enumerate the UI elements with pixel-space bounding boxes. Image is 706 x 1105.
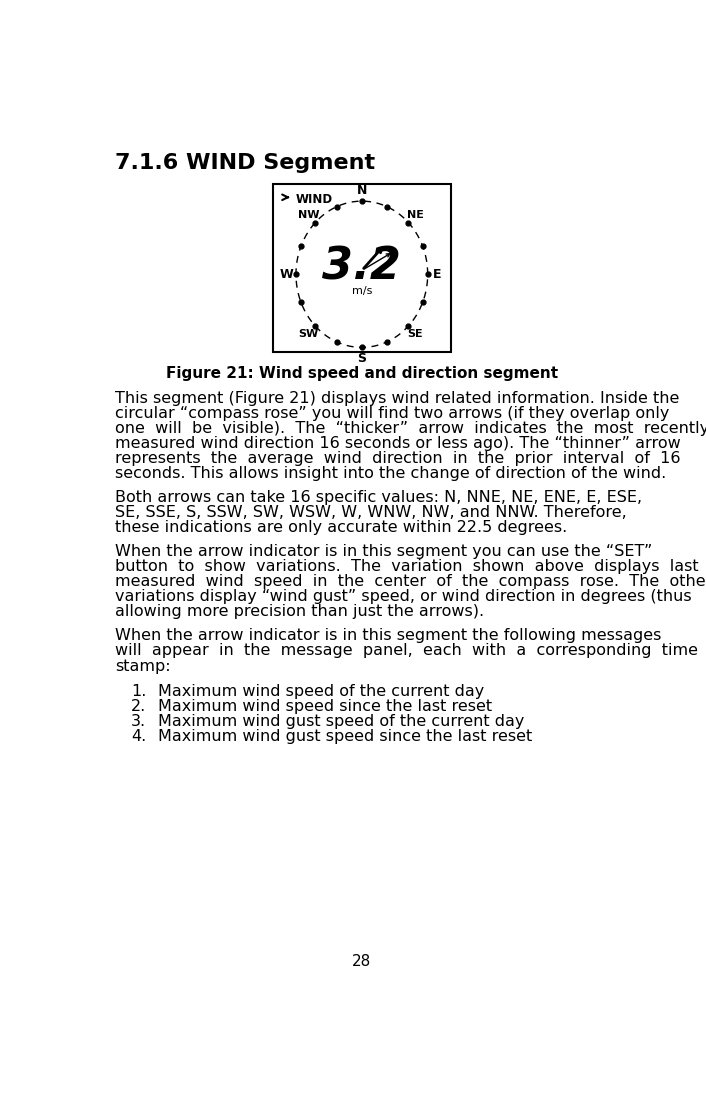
Text: SW: SW — [299, 328, 319, 338]
Text: 7.1.6 WIND Segment: 7.1.6 WIND Segment — [115, 154, 376, 173]
Bar — [273, 185, 451, 352]
Text: SE: SE — [407, 328, 423, 338]
Text: W: W — [280, 267, 294, 281]
Text: circular “compass rose” you will find two arrows (if they overlap only: circular “compass rose” you will find tw… — [115, 406, 670, 421]
Text: seconds. This allows insight into the change of direction of the wind.: seconds. This allows insight into the ch… — [115, 465, 666, 481]
Text: Maximum wind gust speed of the current day: Maximum wind gust speed of the current d… — [158, 714, 525, 729]
Text: NW: NW — [298, 210, 319, 220]
Text: This segment (Figure 21) displays wind related information. Inside the: This segment (Figure 21) displays wind r… — [115, 390, 680, 406]
Text: 3.2: 3.2 — [323, 245, 401, 288]
Text: 2.: 2. — [131, 699, 146, 714]
Text: When the arrow indicator is in this segment you can use the “SET”: When the arrow indicator is in this segm… — [115, 544, 653, 559]
Text: N: N — [357, 183, 367, 197]
Text: m/s: m/s — [352, 286, 372, 296]
Text: one  will  be  visible).  The  “thicker”  arrow  indicates  the  most  recently: one will be visible). The “thicker” arro… — [115, 421, 706, 435]
Text: stamp:: stamp: — [115, 659, 171, 674]
Text: SE, SSE, S, SSW, SW, WSW, W, WNW, NW, and NNW. Therefore,: SE, SSE, S, SSW, SW, WSW, W, WNW, NW, an… — [115, 505, 627, 519]
Text: represents  the  average  wind  direction  in  the  prior  interval  of  16: represents the average wind direction in… — [115, 451, 681, 465]
Text: Figure 21: Wind speed and direction segment: Figure 21: Wind speed and direction segm… — [166, 366, 558, 381]
Text: Maximum wind speed of the current day: Maximum wind speed of the current day — [158, 684, 484, 699]
Text: Maximum wind gust speed since the last reset: Maximum wind gust speed since the last r… — [158, 729, 532, 745]
Text: NE: NE — [407, 210, 424, 220]
Text: WIND: WIND — [295, 193, 333, 207]
Text: E: E — [433, 267, 441, 281]
Text: Both arrows can take 16 specific values: N, NNE, NE, ENE, E, ESE,: Both arrows can take 16 specific values:… — [115, 490, 642, 505]
Text: measured  wind  speed  in  the  center  of  the  compass  rose.  The  other: measured wind speed in the center of the… — [115, 575, 706, 589]
Text: 4.: 4. — [131, 729, 146, 745]
Text: will  appear  in  the  message  panel,  each  with  a  corresponding  time: will appear in the message panel, each w… — [115, 643, 698, 659]
Text: these indications are only accurate within 22.5 degrees.: these indications are only accurate with… — [115, 520, 568, 535]
Text: measured wind direction 16 seconds or less ago). The “thinner” arrow: measured wind direction 16 seconds or le… — [115, 435, 681, 451]
Text: When the arrow indicator is in this segment the following messages: When the arrow indicator is in this segm… — [115, 629, 662, 643]
Text: S: S — [357, 351, 366, 365]
Text: variations display “wind gust” speed, or wind direction in degrees (thus: variations display “wind gust” speed, or… — [115, 589, 692, 604]
Text: allowing more precision than just the arrows).: allowing more precision than just the ar… — [115, 604, 484, 619]
Text: 28: 28 — [352, 955, 371, 969]
Text: Maximum wind speed since the last reset: Maximum wind speed since the last reset — [158, 699, 492, 714]
Text: 3.: 3. — [131, 714, 146, 729]
Text: 1.: 1. — [131, 684, 146, 699]
Text: button  to  show  variations.  The  variation  shown  above  displays  last: button to show variations. The variation… — [115, 559, 699, 575]
